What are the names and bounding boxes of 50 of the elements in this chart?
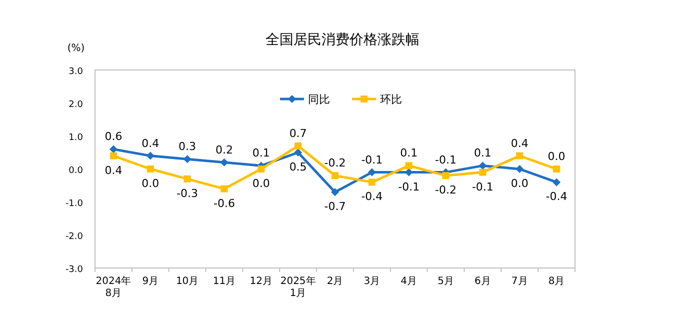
data-label: 0.3 [178, 140, 196, 154]
y-tick-label: -2.0 [65, 232, 84, 242]
data-label: 0.0 [548, 150, 566, 163]
y-tick-label: -1.0 [65, 199, 84, 209]
data-label: 0.1 [252, 146, 270, 160]
y-tick-label: 1.0 [68, 133, 84, 143]
data-label: 0.0 [142, 177, 160, 190]
data-label: 0.7 [289, 126, 307, 140]
x-tick-label: 8月 [548, 276, 565, 287]
data-label: 0.1 [474, 146, 492, 160]
data-label: -0.1 [435, 153, 457, 166]
y-tick-label: 0.0 [68, 166, 84, 176]
data-label: -0.3 [176, 186, 198, 200]
data-label: -0.2 [435, 184, 457, 197]
data-label: -0.2 [324, 156, 346, 170]
y-tick-label: 2.0 [68, 100, 84, 110]
x-tick-label: 12月 [250, 276, 273, 287]
data-label: 0.6 [104, 130, 122, 144]
x-tick-label: 6月 [474, 276, 491, 287]
data-label: 0.5 [289, 160, 307, 174]
x-tick-label: 2月 [326, 276, 344, 287]
data-label: -0.1 [398, 180, 420, 194]
x-tick-label: 10月 [176, 276, 199, 287]
y-axis-title: (%) [67, 43, 85, 54]
data-label: -0.1 [472, 180, 494, 194]
x-tick-label: 9月 [142, 276, 159, 287]
x-tick-label: 2024年 8月 [96, 275, 132, 299]
x-tick-label: 2025年 1月 [280, 275, 316, 299]
data-label: -0.6 [213, 196, 235, 210]
x-tick-label: 7月 [511, 276, 528, 287]
data-label: -0.7 [324, 200, 346, 214]
x-tick-label: 5月 [438, 276, 454, 287]
legend-label: 同比 [308, 93, 330, 106]
y-tick-label: -3.0 [65, 265, 84, 275]
x-tick-label: 11月 [212, 276, 236, 287]
data-label: 0.2 [215, 143, 233, 156]
data-label: 0.1 [400, 146, 418, 160]
data-label: -0.4 [546, 190, 568, 204]
data-label: 0.4 [142, 136, 160, 150]
chart-title: 全国居民消费价格涨跌幅 [266, 32, 420, 48]
data-label: 0.0 [252, 177, 270, 190]
x-tick-label: 3月 [364, 276, 380, 287]
x-tick-label: 4月 [400, 276, 418, 287]
legend-label: 环比 [380, 93, 402, 106]
y-tick-label: 3.0 [68, 67, 84, 77]
data-label: -0.1 [361, 153, 383, 166]
data-label: 0.4 [104, 164, 122, 177]
data-label: 0.4 [510, 136, 528, 150]
data-label: -0.4 [361, 190, 383, 204]
data-label: 0.0 [510, 177, 528, 190]
